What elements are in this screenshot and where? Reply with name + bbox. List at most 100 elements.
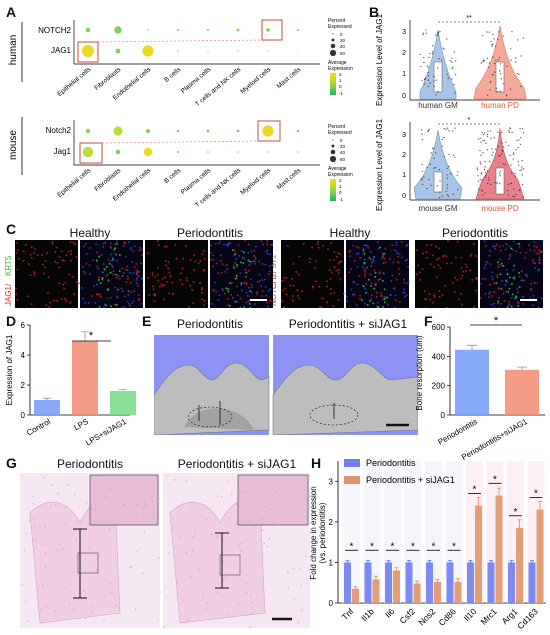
- dot-mouse-0-3: [176, 129, 180, 133]
- panel-label-a: A: [6, 4, 17, 20]
- h-bar-1-3: [413, 583, 421, 603]
- svg-text:1: 1: [339, 78, 342, 83]
- svg-text:0: 0: [402, 93, 406, 100]
- h-bar-0-7: [487, 562, 495, 603]
- h-xlabel-7: Mrc1: [478, 606, 499, 627]
- h-bar-1-2: [393, 570, 400, 603]
- svg-text:NOTCH2/: NOTCH2/: [269, 270, 278, 306]
- panel-f-chart: Bone resorption (um) 0 200 400 600 Periodon…: [415, 315, 545, 460]
- h-xlabel-1: Il1b: [359, 606, 376, 623]
- svg-text:20: 20: [340, 144, 346, 149]
- h-ytick-1: 1: [329, 558, 334, 567]
- h-bar-0-9: [528, 562, 536, 603]
- svg-text:0: 0: [339, 190, 342, 195]
- h-bar-0-2: [385, 562, 392, 603]
- d-xlabel-2: LPS+siJAG1: [84, 417, 128, 448]
- xlabel-mouse-3: B cells: [163, 167, 183, 185]
- xlabel-mouse-6: Myeloid cells: [239, 167, 273, 197]
- h-bar-1-1: [372, 579, 380, 603]
- panel-a-dotplot: human mouse NOTCH2 JAG1 Notch2 Jag1 Epit…: [8, 18, 353, 209]
- d-bar-2: [110, 391, 136, 415]
- panel-e-title-1: Periodontitis + siJAG1: [288, 317, 408, 331]
- h-sig-0: *: [350, 541, 354, 552]
- svg-text:40: 40: [340, 150, 346, 155]
- svg-text:2: 2: [339, 178, 342, 183]
- h-bar-1-6: [475, 505, 482, 603]
- svg-text:3: 3: [402, 132, 406, 139]
- svg-text:1: 1: [402, 172, 406, 179]
- h-sig-5: *: [452, 541, 456, 552]
- h-ytick-3: 3: [329, 477, 334, 486]
- h-sig-1: *: [370, 541, 374, 552]
- panel-label-g: G: [6, 455, 17, 471]
- xlabel-mouse-7: Mast cells: [276, 167, 303, 191]
- panel-label-b: B: [369, 4, 380, 20]
- legend-size-title-human-1: Percent: [328, 18, 346, 24]
- svg-text:-1: -1: [339, 91, 343, 96]
- svg-text:Expressed: Expressed: [328, 130, 352, 136]
- svg-text:20: 20: [340, 38, 346, 43]
- sig-top: **: [466, 15, 472, 22]
- violin-mouse-pd: [475, 127, 525, 200]
- xlabel-human-6: Myeloid cells: [239, 66, 273, 96]
- f-xlabel-0: Periodontitis: [436, 417, 479, 447]
- f-sig: *: [494, 315, 499, 327]
- dot-mouse-1-2: [143, 147, 153, 157]
- violin-bottom-group-1: mouse PD: [481, 204, 519, 213]
- gene-label-human-1: JAG1: [51, 46, 72, 55]
- dot-human-1-5: [237, 50, 239, 52]
- dot-mouse-1-3: [177, 151, 179, 153]
- panel-g-title-1: Periodontitis + siJAG1: [177, 457, 297, 471]
- h-legend-label-1: Periodontitis + siJAG1: [366, 475, 455, 485]
- panel-c-micrographs: [15, 240, 544, 308]
- d-ytick-2: 4: [21, 351, 26, 360]
- h-bar-1-8: [516, 527, 523, 603]
- h-bar-0-6: [467, 562, 474, 603]
- svg-text:0: 0: [340, 32, 343, 37]
- h-ylabel-line2: (vs. periodontitis): [318, 502, 327, 563]
- xlabel-human-7: Mast cells: [276, 66, 303, 90]
- panel-e-title-0: Periodontitis: [176, 317, 244, 331]
- panel-c-left-stain: JAG1/ KRT5: [3, 240, 14, 308]
- panel-label-e: E: [142, 313, 152, 329]
- dot-human-1-2: [142, 45, 154, 57]
- dot-mouse-1-7: [297, 151, 299, 153]
- violin-top-ylabel: Expression Level of JAG1: [375, 13, 384, 106]
- h-ylabel-line1: Fold change in expression: [309, 486, 318, 579]
- h-xlabel-2: Il6: [383, 606, 397, 620]
- dot-mouse-0-5: [236, 129, 240, 133]
- h-bar-0-4: [426, 562, 433, 603]
- d-bar-1: [72, 341, 98, 415]
- dot-mouse-0-7: [296, 129, 300, 133]
- d-sig: *: [89, 330, 94, 342]
- h-ytick-0: 0: [329, 599, 334, 608]
- h-bar-1-0: [352, 588, 359, 603]
- xlabel-human-3: B cells: [163, 66, 183, 84]
- dot-human-0-7: [297, 29, 299, 31]
- h-legend-swatch-1: [344, 476, 360, 484]
- dot-human-0-1: [114, 26, 122, 34]
- dot-mouse-1-0: [82, 146, 94, 158]
- h-xlabel-5: Cd86: [436, 606, 458, 628]
- h-bar-1-9: [536, 509, 544, 603]
- panel-e: Periodontitis Periodontitis + siJAG1: [150, 315, 420, 435]
- svg-text:KRT5: KRT5: [4, 255, 13, 276]
- h-bar-0-8: [508, 562, 515, 603]
- panel-g: Periodontitis Periodontitis + siJAG1: [20, 455, 310, 630]
- panel-h-chart: Fold change in expression (vs. periodont…: [309, 458, 546, 631]
- svg-text:LY2: LY2: [269, 254, 278, 268]
- h-bar-0-3: [405, 562, 413, 603]
- xlabel-human-0: Epithelial cells: [56, 66, 93, 98]
- h-xlabel-9: Cd163: [515, 606, 540, 631]
- violin-mouse-gm: [413, 129, 463, 200]
- h-bar-1-4: [434, 581, 441, 603]
- svg-text:2: 2: [339, 72, 342, 77]
- dot-human-1-6: [267, 50, 269, 52]
- legend-size-title-human-2: Expressed: [328, 24, 352, 30]
- dot-mouse-0-0: [86, 129, 90, 133]
- d-ytick-3: 6: [21, 321, 26, 330]
- svg-text:40: 40: [340, 44, 346, 49]
- h-xlabel-6: Il10: [462, 606, 479, 623]
- d-ytick-1: 2: [21, 381, 26, 390]
- svg-text:3: 3: [402, 29, 406, 36]
